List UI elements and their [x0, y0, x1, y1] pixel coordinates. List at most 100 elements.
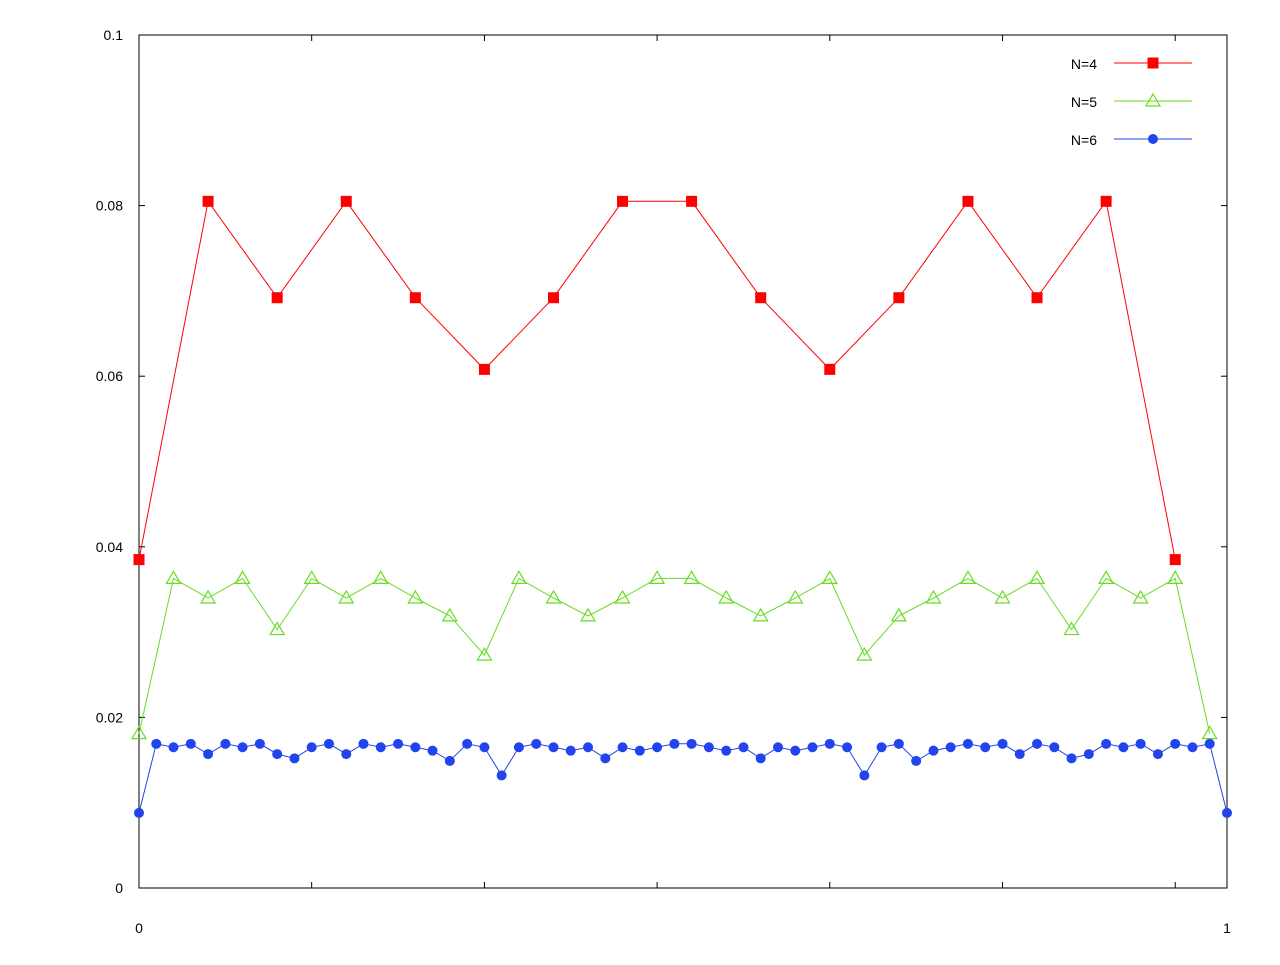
- data-point-circle: [703, 742, 714, 753]
- data-point-square: [409, 292, 421, 304]
- data-point-circle: [1049, 742, 1060, 753]
- series-line: [138, 743, 1228, 814]
- legend-label: N=4: [1071, 56, 1097, 72]
- data-point-circle: [945, 742, 956, 753]
- data-point-circle: [289, 753, 300, 764]
- data-point-triangle: [545, 589, 562, 604]
- data-point-triangle: [718, 589, 735, 604]
- data-point-square: [340, 195, 352, 207]
- data-point-circle: [306, 742, 317, 753]
- series-layer: [130, 195, 1232, 818]
- data-point-circle: [1170, 738, 1181, 749]
- legend-label: N=6: [1071, 132, 1097, 148]
- data-point-circle: [565, 745, 576, 756]
- y-tick-label: 0.08: [96, 198, 123, 214]
- data-point-square: [824, 363, 836, 375]
- data-point-circle: [220, 738, 231, 749]
- data-point-circle: [876, 742, 887, 753]
- data-point-square: [1100, 195, 1112, 207]
- y-tick-label: 0.04: [96, 539, 123, 555]
- data-point-circle: [496, 770, 507, 781]
- data-point-circle: [1135, 738, 1146, 749]
- data-point-circle: [134, 807, 144, 818]
- data-point-circle: [1152, 749, 1163, 760]
- data-point-triangle: [441, 607, 458, 622]
- y-tick-label: 0.02: [96, 709, 123, 725]
- data-point-triangle: [165, 570, 182, 584]
- axes: 0 0.02 0.04 0.06 0.08 0.1 0 1: [96, 27, 1231, 936]
- data-point-circle: [772, 742, 783, 753]
- data-point-square: [893, 292, 905, 304]
- x-tick-label: 1: [1223, 920, 1231, 936]
- data-point-triangle: [234, 570, 251, 584]
- y-tick-label: 0.1: [104, 27, 124, 43]
- data-point-circle: [1222, 807, 1232, 818]
- data-point-circle: [842, 742, 853, 753]
- data-point-triangle: [1201, 725, 1218, 740]
- data-point-circle: [548, 742, 559, 753]
- data-point-circle: [1032, 738, 1043, 749]
- data-point-circle: [738, 742, 749, 753]
- series-line: [138, 200, 1176, 560]
- data-point-triangle: [407, 589, 424, 604]
- data-point-triangle: [890, 607, 907, 622]
- data-point-circle: [997, 738, 1008, 749]
- data-point-circle: [237, 742, 248, 753]
- data-point-circle: [911, 755, 922, 766]
- data-point-square: [1031, 292, 1043, 304]
- data-point-circle: [893, 738, 904, 749]
- data-point-circle: [980, 742, 991, 753]
- data-point-circle: [1187, 742, 1198, 753]
- data-point-circle: [824, 738, 835, 749]
- data-point-triangle: [856, 646, 873, 661]
- data-point-circle: [272, 749, 283, 760]
- data-point-circle: [479, 742, 490, 753]
- data-point-triangle: [200, 589, 217, 604]
- data-point-circle: [721, 745, 732, 756]
- series-N=4: [133, 195, 1181, 566]
- data-point-circle: [1204, 738, 1215, 749]
- data-point-circle: [755, 753, 766, 764]
- data-point-circle: [341, 749, 352, 760]
- data-point-triangle: [787, 589, 804, 604]
- data-point-square: [617, 195, 629, 207]
- data-point-circle: [962, 738, 973, 749]
- series-N=6: [134, 738, 1232, 818]
- data-point-triangle: [959, 570, 976, 584]
- data-point-circle: [1148, 134, 1158, 144]
- data-point-triangle: [269, 621, 286, 636]
- data-point-circle: [1118, 742, 1129, 753]
- data-point-circle: [686, 738, 697, 749]
- data-point-square: [1147, 57, 1159, 69]
- data-point-circle: [358, 738, 369, 749]
- data-point-triangle: [1028, 570, 1046, 584]
- plot-frame: [138, 34, 1228, 889]
- data-point-triangle: [683, 570, 700, 584]
- data-point-square: [1169, 554, 1181, 566]
- data-point-triangle: [303, 570, 320, 584]
- data-point-circle: [1083, 749, 1094, 760]
- data-point-circle: [427, 745, 438, 756]
- y-tick-label: 0: [115, 880, 123, 896]
- data-point-triangle: [130, 725, 148, 740]
- data-point-circle: [462, 738, 473, 749]
- data-point-triangle: [510, 570, 527, 584]
- data-point-circle: [928, 745, 939, 756]
- data-point-circle: [513, 742, 524, 753]
- data-point-circle: [600, 753, 611, 764]
- data-point-circle: [410, 742, 421, 753]
- data-point-triangle: [821, 570, 838, 584]
- data-point-circle: [1066, 753, 1077, 764]
- data-point-circle: [790, 745, 801, 756]
- data-point-circle: [669, 738, 680, 749]
- data-point-square: [133, 554, 145, 566]
- data-point-triangle: [752, 607, 769, 622]
- data-point-circle: [185, 738, 196, 749]
- data-point-square: [548, 292, 560, 304]
- data-point-triangle: [1144, 92, 1162, 107]
- data-point-circle: [254, 738, 265, 749]
- data-point-triangle: [1167, 570, 1184, 584]
- data-point-triangle: [649, 570, 666, 584]
- data-point-triangle: [1063, 621, 1080, 636]
